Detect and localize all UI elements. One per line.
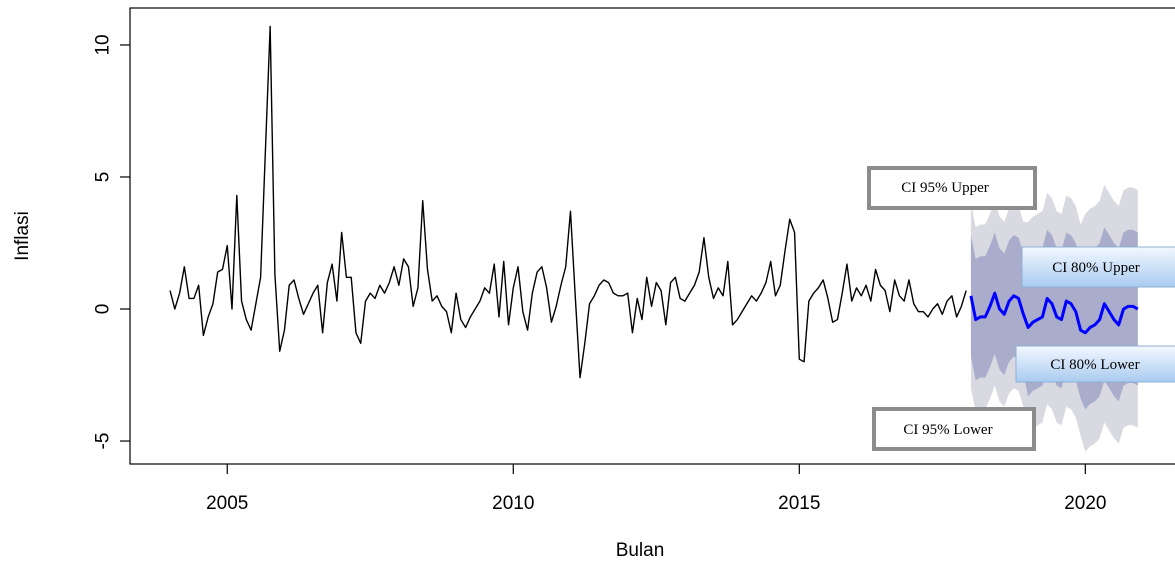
line [969,291,1139,335]
axes: -5 0 5 10 2005 2010 2015 2020 [93,7,1175,514]
y-tick-label: 0 [93,304,114,315]
annotation-box [1021,246,1175,288]
annotation-text: CI 80% Lower [1050,357,1139,373]
annotation-text: CI 95% Lower [903,422,992,438]
annotation-text: CI 95% Upper [901,180,988,196]
x-tick-label: 2020 [1064,493,1106,514]
x-tick-label: 2005 [206,493,248,514]
annotation: CI 95% Upper [867,166,1037,210]
annotation-box [1015,345,1175,383]
y-axis-label: Inflasi [12,211,33,261]
x-tick-label: 2015 [778,493,820,514]
lines [169,25,1139,379]
annotation-text: CI 80% Upper [1052,260,1139,276]
x-tick-label: 2010 [492,493,534,514]
annotation: CI 80% Upper [1021,246,1175,288]
y-tick-label: 5 [93,172,114,183]
plot-frame [129,7,1175,465]
annotation: CI 95% Lower [872,407,1036,451]
annotation-box [867,166,1037,210]
annotation-box [872,407,1036,451]
line [169,25,967,379]
annotation: CI 80% Lower [1015,345,1175,383]
y-tick-label: 10 [93,34,114,55]
y-tick-label: -5 [93,433,114,450]
x-axis-label: Bulan [616,540,665,561]
